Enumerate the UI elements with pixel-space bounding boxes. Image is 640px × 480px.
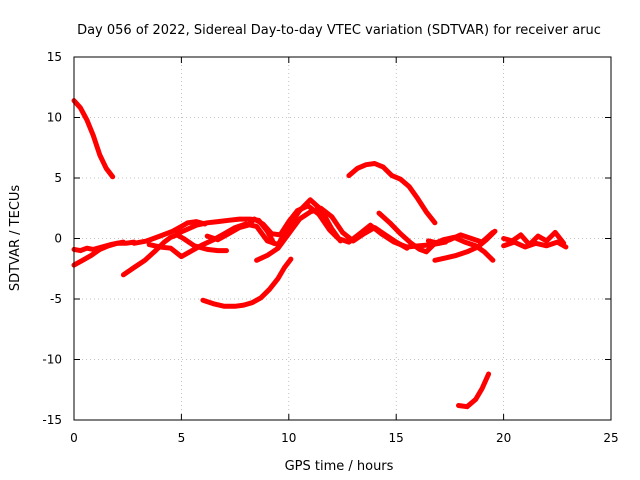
series-arc-17 [501,239,569,250]
x-axis-label: GPS time / hours [285,459,394,474]
x-tick-label: 15 [389,431,404,445]
x-tick-label: 5 [178,431,186,445]
series-arc-4 [120,232,229,278]
series-layer [71,98,569,410]
chart-title: Day 056 of 2022, Sidereal Day-to-day VTE… [77,23,601,38]
series-arc-1 [71,98,116,180]
x-tick-label: 20 [496,431,511,445]
y-tick-label: 15 [47,50,62,64]
series-arc-5 [131,219,208,246]
ticks: 0 5 10 15 20 25 -15 -10 -5 0 5 10 15 [42,50,618,445]
series-arc-3 [71,239,126,268]
y-tick-label: 10 [47,111,62,125]
x-tick-label: 25 [603,431,618,445]
y-tick-label: -10 [42,353,62,367]
y-tick-label: 5 [54,171,62,185]
y-tick-label: 0 [54,232,62,246]
x-tick-label: 0 [70,431,78,445]
y-axis-label: SDTVAR / TECUs [8,185,23,292]
x-tick-label: 10 [281,431,296,445]
series-arc-15 [456,371,492,410]
series-arc-14 [425,229,496,246]
series-arc-10 [254,205,410,263]
y-tick-label: -5 [50,292,62,306]
series-arc-8 [200,256,294,309]
y-tick-label: -15 [42,413,62,427]
series-arc-11 [346,161,438,226]
